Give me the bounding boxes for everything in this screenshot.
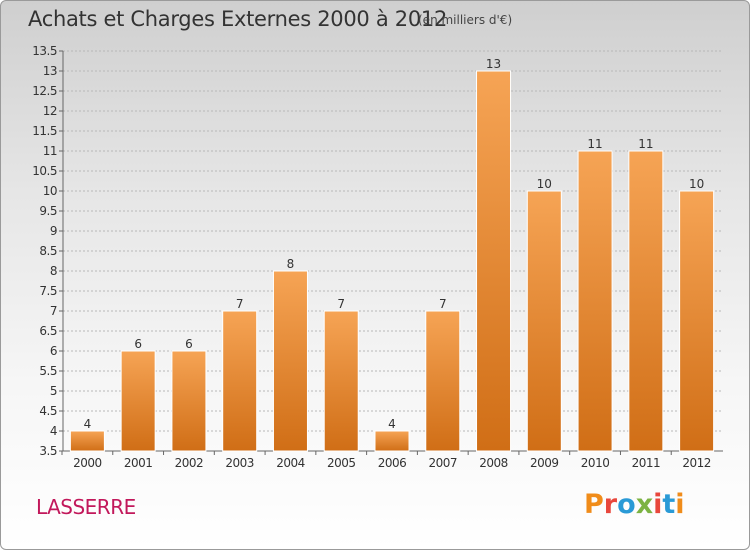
data-label: 4 <box>388 417 396 431</box>
y-tick-label: 9.5 <box>39 204 57 218</box>
y-tick-label: 10 <box>43 184 57 198</box>
data-label: 11 <box>587 137 602 151</box>
y-tick-label: 5.5 <box>39 364 57 378</box>
logo-letter: i <box>675 489 685 520</box>
logo-letter: i <box>653 489 663 520</box>
x-tick-label: 2011 <box>632 456 661 470</box>
axes <box>59 50 723 455</box>
bar <box>679 190 715 452</box>
proxiti-logo[interactable]: Proxiti <box>584 489 685 520</box>
data-label: 8 <box>287 257 295 271</box>
x-tick-label: 2010 <box>581 456 610 470</box>
logo-letter: r <box>603 489 618 520</box>
data-label: 10 <box>689 177 704 191</box>
y-tick-label: 13 <box>43 64 57 78</box>
logo-letter: o <box>617 489 636 520</box>
y-tick-label: 11.5 <box>32 124 57 138</box>
bar <box>374 430 410 452</box>
logo-letter: t <box>662 489 676 520</box>
gridlines <box>63 50 723 452</box>
data-label: 10 <box>537 177 552 191</box>
x-tick-label: 2002 <box>175 456 204 470</box>
chart-title: Achats et Charges Externes 2000 à 2012 <box>28 7 448 31</box>
x-tick-label: 2001 <box>124 456 153 470</box>
bar <box>323 310 359 452</box>
y-tick-label: 10.5 <box>32 164 57 178</box>
bar <box>425 310 461 452</box>
y-tick-label: 4.5 <box>39 404 57 418</box>
data-label: 6 <box>134 337 142 351</box>
data-label: 7 <box>236 297 244 311</box>
bar <box>272 270 308 452</box>
y-tick-label: 5 <box>50 384 57 398</box>
bar <box>628 150 664 452</box>
labels: 3.5 4 4.5 5 5.5 6 6.5 7 7.5 8 8.5 9 9.5 10 10.5 11 11.5 1… <box>32 44 711 470</box>
x-tick-label: 2009 <box>530 456 559 470</box>
bar <box>120 350 156 452</box>
bar <box>171 350 207 452</box>
y-tick-label: 13.5 <box>32 44 57 58</box>
x-tick-label: 2004 <box>276 456 305 470</box>
y-tick-label: 3.5 <box>39 444 57 458</box>
x-tick-label: 2000 <box>73 456 102 470</box>
bar <box>476 70 512 452</box>
x-tick-label: 2005 <box>327 456 356 470</box>
y-tick-label: 8 <box>50 264 57 278</box>
y-tick-label: 6 <box>50 344 57 358</box>
y-tick-label: 12.5 <box>32 84 57 98</box>
place-name: LASSERRE <box>36 495 136 519</box>
y-tick-label: 9 <box>50 224 57 238</box>
data-label: 7 <box>439 297 447 311</box>
y-tick-label: 7.5 <box>39 284 57 298</box>
y-tick-label: 11 <box>43 144 57 158</box>
bar <box>69 430 105 452</box>
x-tick-label: 2007 <box>428 456 457 470</box>
y-tick-label: 6.5 <box>39 324 57 338</box>
logo-letter: x <box>635 489 654 520</box>
x-tick-label: 2012 <box>682 456 711 470</box>
data-label: 7 <box>337 297 345 311</box>
bar <box>222 310 258 452</box>
bar <box>577 150 613 452</box>
x-tick-label: 2006 <box>378 456 407 470</box>
bar <box>526 190 562 452</box>
x-tick-label: 2003 <box>225 456 254 470</box>
y-tick-label: 7 <box>50 304 57 318</box>
data-label: 13 <box>486 57 501 71</box>
y-tick-label: 4 <box>50 424 57 438</box>
y-tick-label: 12 <box>43 104 57 118</box>
chart-subtitle: (en milliers d'€) <box>418 13 513 27</box>
data-label: 11 <box>638 137 653 151</box>
y-tick-label: 8.5 <box>39 244 57 258</box>
bars <box>69 70 715 452</box>
data-label: 6 <box>185 337 193 351</box>
x-tick-label: 2008 <box>479 456 508 470</box>
logo-letter: P <box>584 489 604 520</box>
data-label: 4 <box>84 417 92 431</box>
